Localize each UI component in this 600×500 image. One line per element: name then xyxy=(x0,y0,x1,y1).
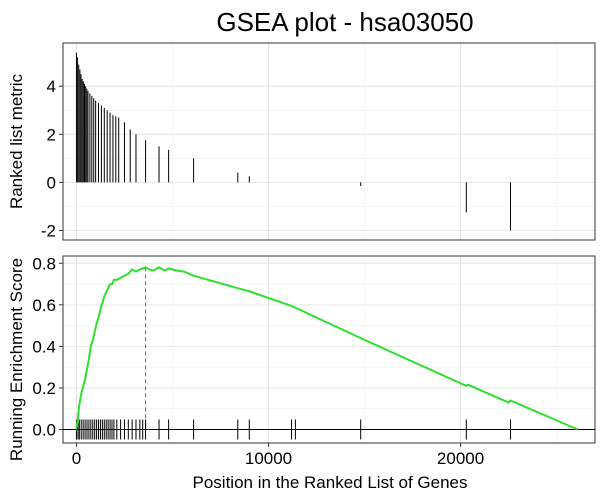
running-es-panel: 0.0 0.2 0.4 0.6 0.8 Running Enrichment Score xyxy=(7,254,596,461)
ranked-metric-panel-border xyxy=(62,42,596,241)
running-es-y-tick-label: 0.8 xyxy=(32,254,56,273)
x-axis-label: Position in the Ranked List of Genes xyxy=(193,473,468,492)
ranked-metric-bars xyxy=(75,52,511,231)
running-es-y-tick-label: 0.4 xyxy=(32,337,56,356)
gene-hit-marks xyxy=(75,419,511,440)
ranked-metric-y-label: Ranked list metric xyxy=(7,73,26,209)
ranked-metric-y-tick-label: 2 xyxy=(47,125,56,144)
running-es-panel-background xyxy=(63,256,595,443)
ranked-metric-y-axis: -2 0 2 4 xyxy=(41,77,63,240)
running-es-y-axis: 0.0 0.2 0.4 0.6 0.8 xyxy=(32,254,63,439)
ranked-metric-y-tick-label: 4 xyxy=(47,77,56,96)
running-es-line xyxy=(75,266,579,431)
ranked-metric-panel: -2 0 2 4 Ranked list metric xyxy=(7,42,596,241)
ranked-metric-y-tick-label: -2 xyxy=(41,221,56,240)
running-es-y-tick-label: 0.0 xyxy=(32,420,56,439)
running-es-y-label: Running Enrichment Score xyxy=(7,258,26,461)
ranked-metric-y-tick-label: 0 xyxy=(47,173,56,192)
running-es-y-tick-label: 0.2 xyxy=(32,379,56,398)
x-tick-label: 10000 xyxy=(245,449,292,468)
running-es-panel-border xyxy=(62,255,596,444)
chart-title: GSEA plot - hsa03050 xyxy=(216,7,473,37)
x-tick-label: 20000 xyxy=(437,449,484,468)
x-axis: 0 10000 20000 xyxy=(72,443,484,468)
ranked-metric-grid xyxy=(63,43,595,240)
running-es-grid xyxy=(63,256,595,443)
running-es-y-tick-label: 0.6 xyxy=(32,296,56,315)
ranked-metric-panel-background xyxy=(63,43,595,240)
x-tick-label: 0 xyxy=(72,449,81,468)
